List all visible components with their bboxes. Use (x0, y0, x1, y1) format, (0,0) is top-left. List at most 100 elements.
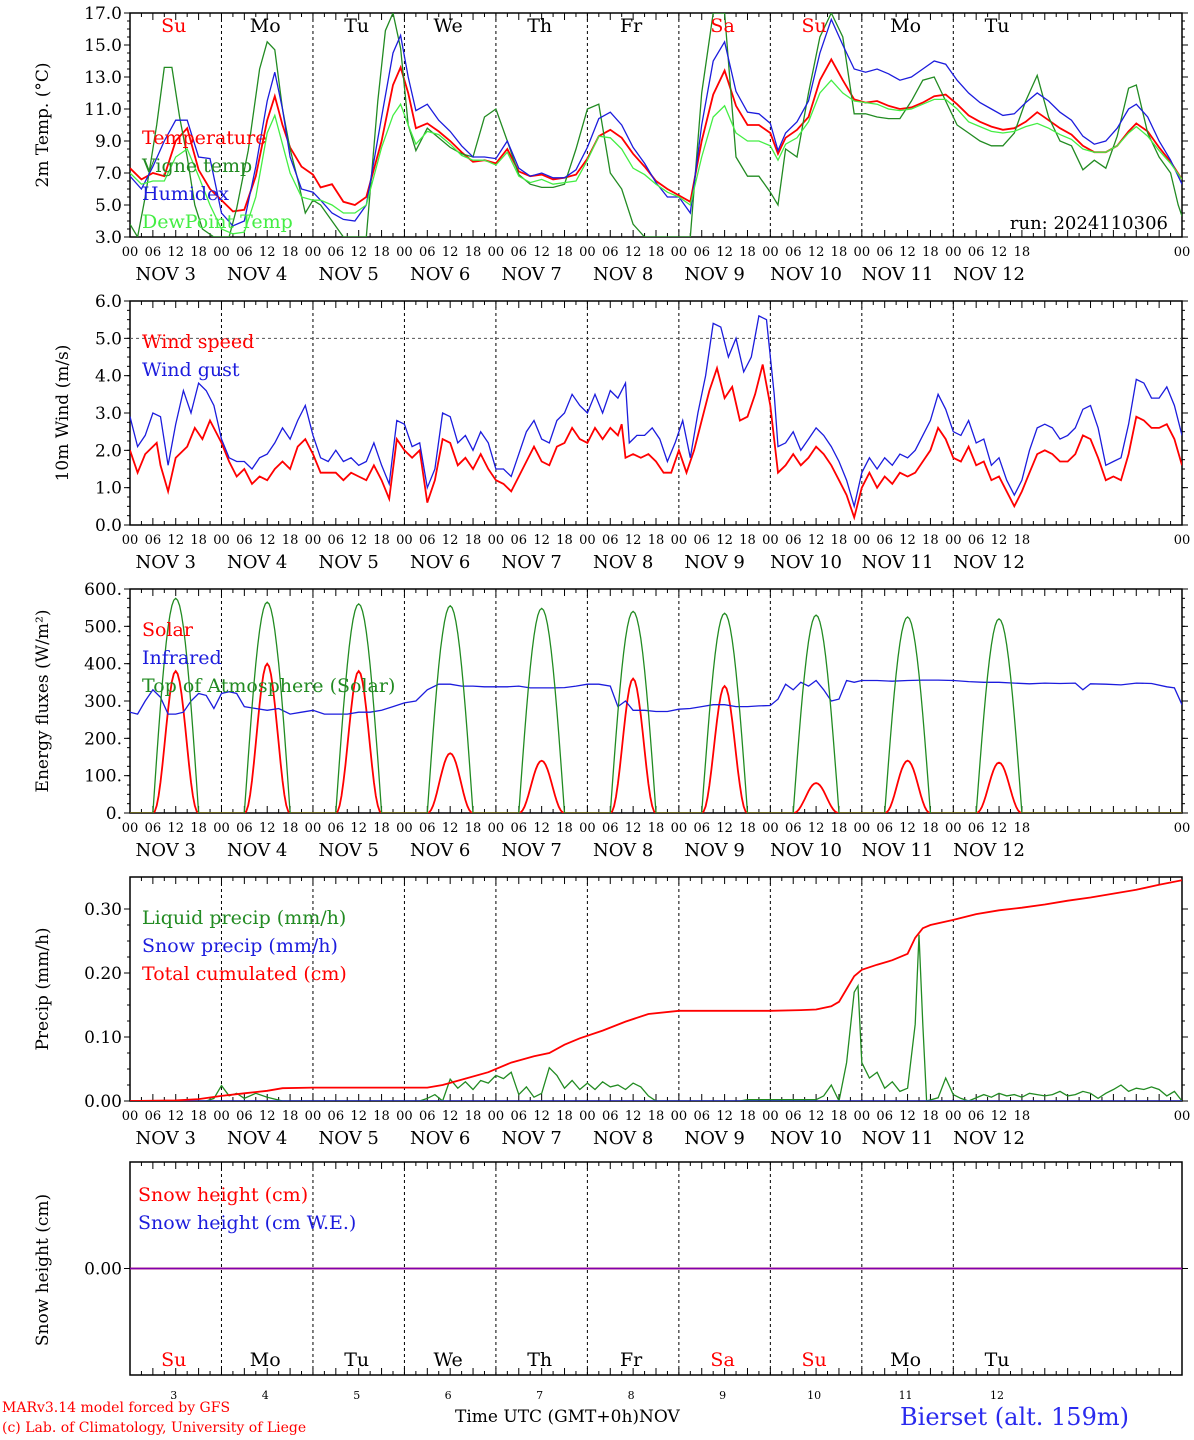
x-hour-label: 00 (671, 245, 688, 260)
x-hour-label: 06 (419, 821, 436, 836)
x-hour-label: 00 (762, 533, 779, 548)
x-hour-label: 18 (556, 1109, 573, 1124)
x-hour-label: 12 (533, 821, 550, 836)
y-axis-label: Energy fluxes (W/m²) (33, 610, 53, 793)
legend-entry: Liquid precip (mm/h) (142, 907, 346, 929)
x-day-label: NOV 8 (593, 264, 653, 285)
x-day-label: NOV 10 (770, 840, 842, 861)
x-day-label: NOV 12 (953, 552, 1025, 573)
y-tick-label: 3.0 (95, 404, 122, 424)
legend-entry: Temperature (142, 127, 266, 149)
x-day-label: NOV 11 (862, 1128, 934, 1149)
day-number-label: 11 (899, 1389, 913, 1402)
x-hour-label: 12 (991, 245, 1008, 260)
y-tick-label: 5.0 (95, 329, 122, 349)
x-hour-label: 12 (808, 245, 825, 260)
x-day-label: NOV 10 (770, 552, 842, 573)
x-day-label: NOV 5 (319, 552, 379, 573)
x-day-label: NOV 6 (410, 552, 470, 573)
x-hour-label: 00 (579, 245, 596, 260)
weekday-label-top: Sa (710, 15, 734, 37)
x-hour-label: 18 (739, 1109, 756, 1124)
x-hour-label: 00 (1174, 245, 1191, 260)
panel-5: 0.00 Snow height (cm) Snow height (cm) Snow… (33, 1161, 1188, 1376)
x-hour-label: 06 (968, 1109, 985, 1124)
x-hour-label: 18 (922, 245, 939, 260)
day-number-label: 12 (990, 1389, 1004, 1402)
x-hour-label: 18 (739, 245, 756, 260)
legend-entry: DewPoint Temp (142, 211, 293, 233)
x-hour-label: 00 (396, 533, 413, 548)
x-hour-label: 06 (145, 533, 162, 548)
x-hour-label: 18 (190, 533, 207, 548)
y-tick-label: 7.0 (95, 164, 122, 184)
x-hour-label: 12 (533, 533, 550, 548)
x-hour-label: 18 (648, 533, 665, 548)
x-hour-label: 06 (785, 533, 802, 548)
weekday-label-bottom: Mo (890, 1349, 921, 1371)
y-tick-label: 200. (84, 729, 122, 749)
legend-entry: Top of Atmosphere (Solar) (142, 675, 395, 697)
x-hour-label: 00 (488, 821, 505, 836)
x-hour-label: 12 (716, 245, 733, 260)
x-hour-label: 18 (922, 1109, 939, 1124)
x-hour-label: 18 (190, 245, 207, 260)
y-tick-label: 0.0 (95, 516, 122, 536)
x-hour-label: 12 (808, 533, 825, 548)
x-hour-label: 18 (282, 1109, 299, 1124)
x-hour-label: 12 (259, 533, 276, 548)
x-day-label: NOV 3 (136, 264, 196, 285)
x-day-label: NOV 7 (501, 264, 561, 285)
x-day-label: NOV 7 (501, 552, 561, 573)
weekday-label-bottom: We (434, 1349, 463, 1371)
x-hour-label: 12 (350, 1109, 367, 1124)
plot-frame (129, 12, 1183, 238)
x-hour-label: 18 (190, 821, 207, 836)
y-tick-label: 400. (84, 655, 122, 675)
y-axis-label: 10m Wind (m/s) (53, 345, 73, 482)
x-day-label: NOV 3 (136, 840, 196, 861)
series-line-total-cumulated-cm- (130, 879, 1182, 1101)
x-hour-label: 18 (648, 821, 665, 836)
y-tick-label: 100. (84, 767, 122, 787)
x-hour-label: 00 (854, 821, 871, 836)
x-hour-label: 00 (122, 821, 139, 836)
x-hour-label: 06 (236, 821, 253, 836)
x-hour-label: 00 (305, 533, 322, 548)
legend-entry: Wind gust (142, 359, 240, 381)
legend-entry: Infrared (142, 647, 222, 669)
x-hour-label: 06 (602, 1109, 619, 1124)
credit-line-1: MARv3.14 model forced by GFS (2, 1400, 231, 1416)
x-day-label: NOV 7 (501, 1128, 561, 1149)
x-day-label: NOV 3 (136, 552, 196, 573)
x-hour-label: 06 (328, 533, 345, 548)
y-tick-label: 600. (84, 580, 122, 600)
x-hour-label: 00 (488, 533, 505, 548)
x-hour-label: 06 (785, 821, 802, 836)
x-day-label: NOV 5 (319, 264, 379, 285)
x-hour-label: 12 (716, 533, 733, 548)
x-hour-label: 18 (465, 533, 482, 548)
x-hour-label: 18 (373, 1109, 390, 1124)
y-tick-label: 17.0 (84, 4, 122, 24)
credit-line-2: (c) Lab. of Climatology, University of L… (2, 1420, 307, 1436)
x-hour-label: 18 (282, 533, 299, 548)
x-hour-label: 00 (305, 821, 322, 836)
x-hour-label: 12 (533, 1109, 550, 1124)
y-tick-label: 3.0 (95, 228, 122, 248)
x-day-label: NOV 4 (227, 1128, 287, 1149)
x-hour-label: 18 (282, 245, 299, 260)
day-number-label: 5 (353, 1389, 360, 1402)
x-hour-label: 06 (328, 821, 345, 836)
series-line-liquid-precip-mm-h- (130, 934, 1182, 1101)
x-hour-label: 12 (991, 821, 1008, 836)
x-hour-label: 18 (831, 821, 848, 836)
panel-1: 3.0 5.0 7.0 9.0 11.0 13.0 15.0 17.0 00 06 12 18 NOV … (33, 4, 1190, 285)
x-hour-label: 06 (602, 245, 619, 260)
x-hour-label: 00 (945, 821, 962, 836)
x-hour-label: 06 (968, 245, 985, 260)
series-line-dewpoint-temp (130, 79, 1182, 235)
x-day-label: NOV 8 (593, 552, 653, 573)
day-number-label: 4 (262, 1389, 269, 1402)
x-hour-label: 06 (236, 533, 253, 548)
